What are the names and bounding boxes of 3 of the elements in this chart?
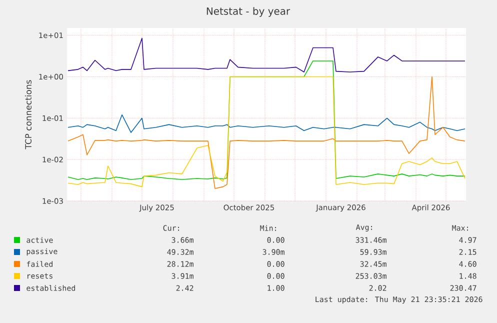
line-series (68, 114, 466, 133)
y-axis-title: TCP connections (24, 80, 32, 150)
chart-title: Netstat - by year (206, 7, 290, 17)
